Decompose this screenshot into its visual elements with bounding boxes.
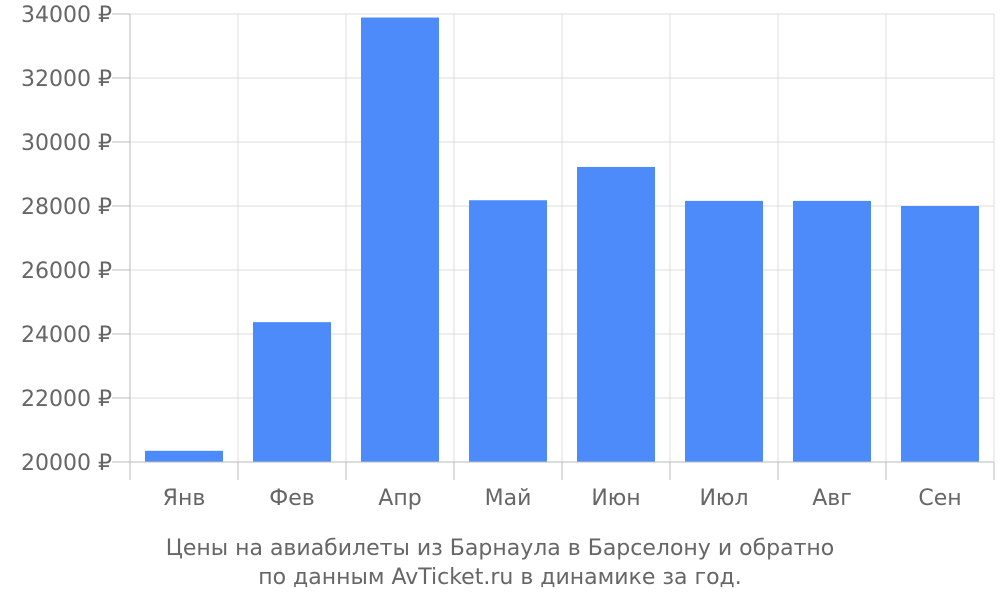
chart-caption: Цены на авиабилеты из Барнаула в Барсело… <box>166 536 835 590</box>
x-tick-label: Июл <box>699 486 748 511</box>
x-tick-label: Апр <box>378 486 421 511</box>
x-tick-label: Июн <box>591 486 640 511</box>
x-tick-label: Янв <box>163 486 206 511</box>
bars <box>145 17 979 463</box>
bar <box>145 450 223 462</box>
y-tick-label: 28000 ₽ <box>21 195 112 220</box>
y-tick-label: 30000 ₽ <box>21 131 112 156</box>
y-tick-label: 24000 ₽ <box>21 323 112 348</box>
x-tick-label: Фев <box>269 486 314 511</box>
bar <box>469 200 547 463</box>
axes <box>112 13 995 480</box>
bar <box>685 200 763 462</box>
x-tick-label: Май <box>485 486 532 511</box>
bar <box>793 200 871 462</box>
bar <box>361 17 439 463</box>
bar <box>901 206 979 462</box>
caption-line-1: Цены на авиабилеты из Барнаула в Барсело… <box>166 536 835 561</box>
bar <box>253 322 331 462</box>
y-tick-label: 20000 ₽ <box>21 451 112 476</box>
y-tick-label: 34000 ₽ <box>21 3 112 28</box>
y-tick-label: 22000 ₽ <box>21 387 112 412</box>
caption-line-2: по данным AvTicket.ru в динамике за год. <box>258 565 742 590</box>
x-tick-label: Авг <box>812 486 852 511</box>
tick-labels: 20000 ₽ 22000 ₽ 24000 ₽ 26000 ₽ 28000 ₽ 30000… <box>21 3 962 511</box>
y-tick-label: 26000 ₽ <box>21 259 112 284</box>
x-tick-label: Сен <box>918 486 961 511</box>
bar <box>577 166 655 462</box>
y-tick-label: 32000 ₽ <box>21 67 112 92</box>
